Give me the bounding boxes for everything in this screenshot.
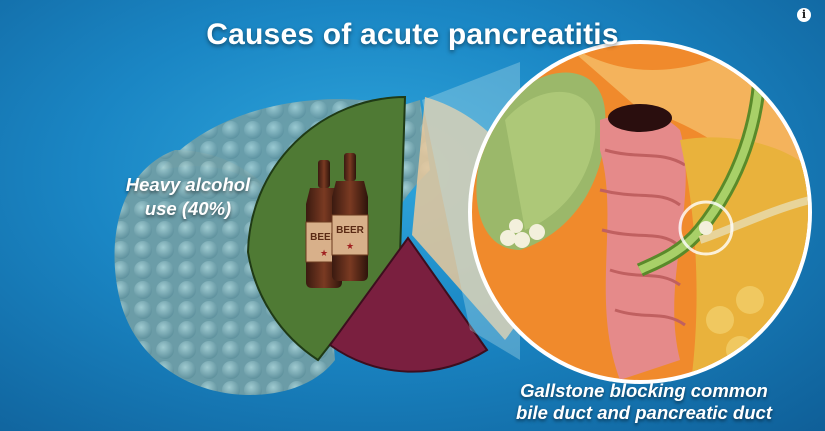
page-title: Causes of acute pancreatitis xyxy=(206,18,619,51)
gallstone-label-line1: Gallstone blocking common xyxy=(520,380,768,401)
gallstone-label: Gallstone blocking common bile duct and … xyxy=(474,380,814,424)
gallstone-inset-illustration xyxy=(468,40,812,384)
beer-bottles-icon: BEER ★ BEER ★ xyxy=(305,153,369,288)
alcohol-label-line1: Heavy alcohol xyxy=(125,174,251,195)
alcohol-label: Heavy alcohol use (40%) xyxy=(118,173,258,221)
bottle-label-right: BEER xyxy=(336,225,365,236)
info-icon[interactable]: i xyxy=(797,8,811,22)
svg-text:★: ★ xyxy=(320,249,328,259)
svg-text:★: ★ xyxy=(346,242,354,252)
alcohol-label-line2: use (40%) xyxy=(144,198,232,219)
pie-slice-other xyxy=(328,236,489,373)
bottle-label-left: BEER xyxy=(310,232,339,243)
gallstone-label-line2: bile duct and pancreatic duct xyxy=(516,402,772,423)
